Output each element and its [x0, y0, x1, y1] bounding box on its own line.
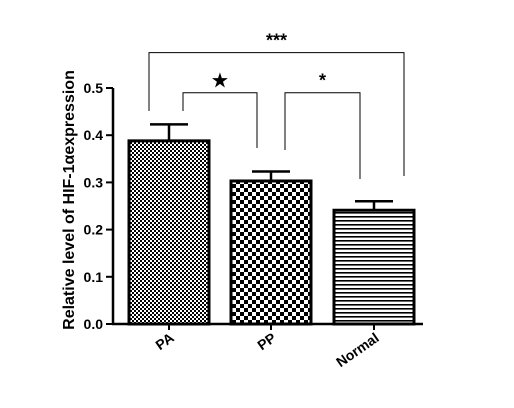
- y-tick-label: 0.3: [84, 174, 104, 190]
- y-ticks: 0.0 0.1 0.2 0.3 0.4 0.5: [84, 80, 113, 332]
- category-label-normal: Normal: [333, 329, 382, 370]
- y-tick-label: 0.2: [84, 222, 104, 238]
- significance-label: ★: [212, 71, 229, 91]
- y-tick-label: 0.1: [84, 269, 104, 285]
- y-tick-label: 0.4: [84, 127, 104, 143]
- y-axis-label: Relative level of HIF-1αexpression: [61, 70, 78, 330]
- bars: [127, 139, 416, 326]
- y-tick-label: 0.0: [84, 316, 104, 332]
- bar-normal: [332, 208, 416, 326]
- category-label-pa: PA: [152, 329, 176, 353]
- error-bars: [150, 123, 393, 211]
- category-label-pp: PP: [254, 329, 278, 353]
- bar-pa: [127, 139, 211, 326]
- significance-bracket: [182, 92, 258, 148]
- category-labels: PA PP Normal: [152, 324, 382, 370]
- significance-bracket: [148, 52, 405, 176]
- y-tick-label: 0.5: [84, 80, 104, 96]
- significance-brackets: ★ ****: [148, 31, 405, 179]
- significance-label: ***: [266, 31, 287, 51]
- bar-pp: [229, 179, 313, 326]
- significance-bracket: [284, 92, 361, 179]
- significance-label: *: [319, 71, 326, 91]
